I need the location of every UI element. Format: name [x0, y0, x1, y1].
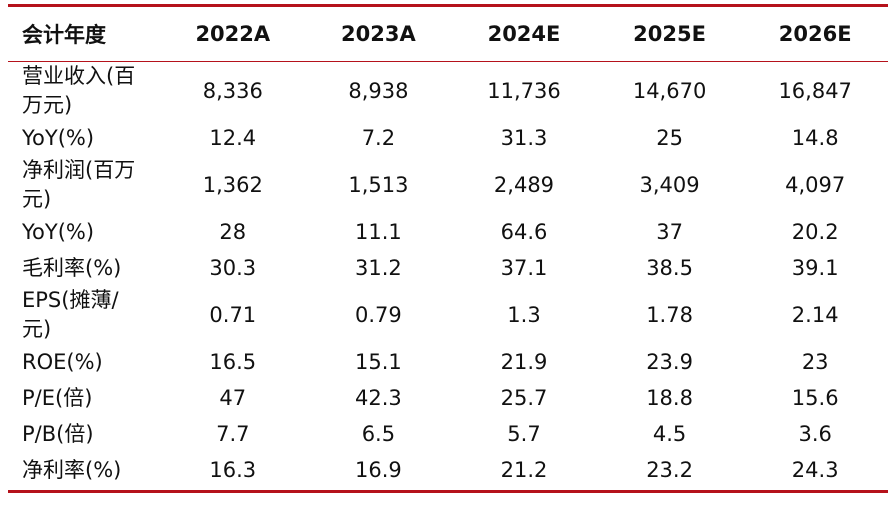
row-label: 净利润(百万 元)	[8, 156, 160, 214]
table-cell: 21.2	[500, 458, 548, 482]
bottom-rule	[8, 490, 888, 493]
row-label: EPS(摊薄/元)	[8, 286, 160, 344]
row-label: P/B(倍)	[8, 416, 160, 452]
table-cell: 16.3	[209, 458, 257, 482]
row-label-line: 营业收入(百	[22, 64, 136, 88]
table-cell: 39.1	[791, 256, 839, 280]
row-label: ROE(%)	[8, 344, 160, 380]
table-cell: 28	[219, 220, 247, 244]
table-cell: 6.5	[361, 422, 396, 446]
table-cell: 3.6	[798, 422, 832, 446]
table-row: YoY(%) 12.4 7.2 31.3 25 14.8	[8, 120, 888, 156]
table-cell: 15.1	[355, 350, 402, 374]
table-cell: 23	[801, 350, 829, 374]
row-label-line: YoY(%)	[22, 125, 95, 150]
table-cell: 42.3	[355, 386, 402, 410]
table-cell: 7.7	[216, 422, 250, 446]
table-cell: 8,938	[348, 79, 409, 103]
row-label-line: 元)	[22, 317, 52, 341]
row-label-line: 元)	[22, 187, 52, 211]
table-cell: 15.6	[791, 386, 839, 410]
table-cell: 7.2	[361, 126, 396, 150]
row-label-line: YoY(%)	[22, 219, 95, 244]
header-year: 2024E	[451, 7, 597, 62]
table-cell: 11,736	[487, 79, 561, 103]
table-cell: 25	[656, 126, 683, 150]
table-cell: 16.9	[355, 458, 402, 482]
table-cell: 2,489	[493, 173, 555, 197]
table-cell: 4.5	[652, 422, 687, 446]
table-cell: 64.6	[500, 220, 548, 244]
table-cell: 47	[219, 386, 247, 410]
table-cell: 37	[656, 220, 683, 244]
table-cell: 0.71	[209, 303, 257, 327]
table-cell: 3,409	[639, 173, 700, 197]
header-fiscal-year: 会计年度	[8, 7, 160, 62]
table-row: 净利率(%) 16.3 16.9 21.2 23.2 24.3	[8, 452, 888, 488]
table-row: P/E(倍) 47 42.3 25.7 18.8 15.6	[8, 380, 888, 416]
financial-forecast-table: 会计年度 2022A 2023A 2024E 2025E 2026E 营业收入(…	[8, 7, 888, 488]
table-cell: 21.9	[500, 350, 548, 374]
row-label-line: P/B(倍)	[22, 421, 94, 446]
table-cell: 14.8	[791, 126, 839, 150]
table-cell: 23.9	[646, 350, 693, 374]
table-row: EPS(摊薄/元) 0.71 0.79 1.3 1.78 2.14	[8, 286, 888, 344]
table-cell: 37.1	[500, 256, 548, 280]
table-cell: 18.8	[646, 386, 693, 410]
table-cell: 8,336	[202, 79, 263, 103]
financial-forecast-table-container: 会计年度 2022A 2023A 2024E 2025E 2026E 营业收入(…	[8, 4, 888, 493]
row-label-line: 净利润(百万	[22, 158, 136, 182]
table-row: P/B(倍) 7.7 6.5 5.7 4.5 3.6	[8, 416, 888, 452]
table-cell: 1.78	[646, 303, 693, 327]
row-label-line: 毛利率(%)	[22, 255, 122, 280]
header-year: 2023A	[305, 7, 452, 62]
table-cell: 24.3	[791, 458, 839, 482]
row-label: P/E(倍)	[8, 380, 160, 416]
table-cell: 2.14	[791, 303, 839, 327]
table-cell: 31.3	[500, 126, 548, 150]
table-cell: 23.2	[646, 458, 693, 482]
table-cell: 12.4	[209, 126, 257, 150]
table-cell: 1,362	[202, 173, 263, 197]
table-cell: 16.5	[209, 350, 257, 374]
top-rule	[8, 4, 888, 7]
table-row: ROE(%) 16.5 15.1 21.9 23.9 23	[8, 344, 888, 380]
row-label: YoY(%)	[8, 214, 160, 250]
header-row: 会计年度 2022A 2023A 2024E 2025E 2026E	[8, 7, 888, 62]
table-row: 营业收入(百 万元) 8,336 8,938 11,736 14,670 16,847	[8, 62, 888, 121]
table-cell: 4,097	[785, 173, 846, 197]
row-label-line: ROE(%)	[22, 349, 103, 374]
table-row: 毛利率(%) 30.3 31.2 37.1 38.5 39.1	[8, 250, 888, 286]
row-label-line: EPS(摊薄/	[22, 288, 119, 312]
table-row: 净利润(百万 元) 1,362 1,513 2,489 3,409 4,097	[8, 156, 888, 214]
row-label: 净利率(%)	[8, 452, 160, 488]
row-label: YoY(%)	[8, 120, 160, 156]
table-cell: 14,670	[632, 79, 707, 103]
table-cell: 5.7	[507, 422, 541, 446]
table-cell: 16,847	[778, 79, 852, 103]
row-label: 营业收入(百 万元)	[8, 62, 160, 121]
row-label-line: 净利率(%)	[22, 457, 122, 482]
table-row: YoY(%) 28 11.1 64.6 37 20.2	[8, 214, 888, 250]
row-label: 毛利率(%)	[8, 250, 160, 286]
row-label-line: P/E(倍)	[22, 385, 93, 410]
table-cell: 1.3	[507, 303, 541, 327]
header-year: 2026E	[742, 7, 888, 62]
table-cell: 25.7	[500, 386, 548, 410]
table-cell: 30.3	[209, 256, 257, 280]
header-year: 2022A	[160, 7, 306, 62]
row-label-line: 万元)	[22, 93, 73, 117]
table-cell: 0.79	[355, 303, 402, 327]
table-cell: 11.1	[355, 220, 402, 244]
table-cell: 38.5	[646, 256, 693, 280]
table-cell: 20.2	[791, 220, 839, 244]
header-year: 2025E	[596, 7, 743, 62]
table-cell: 1,513	[348, 173, 409, 197]
table-cell: 31.2	[355, 256, 402, 280]
